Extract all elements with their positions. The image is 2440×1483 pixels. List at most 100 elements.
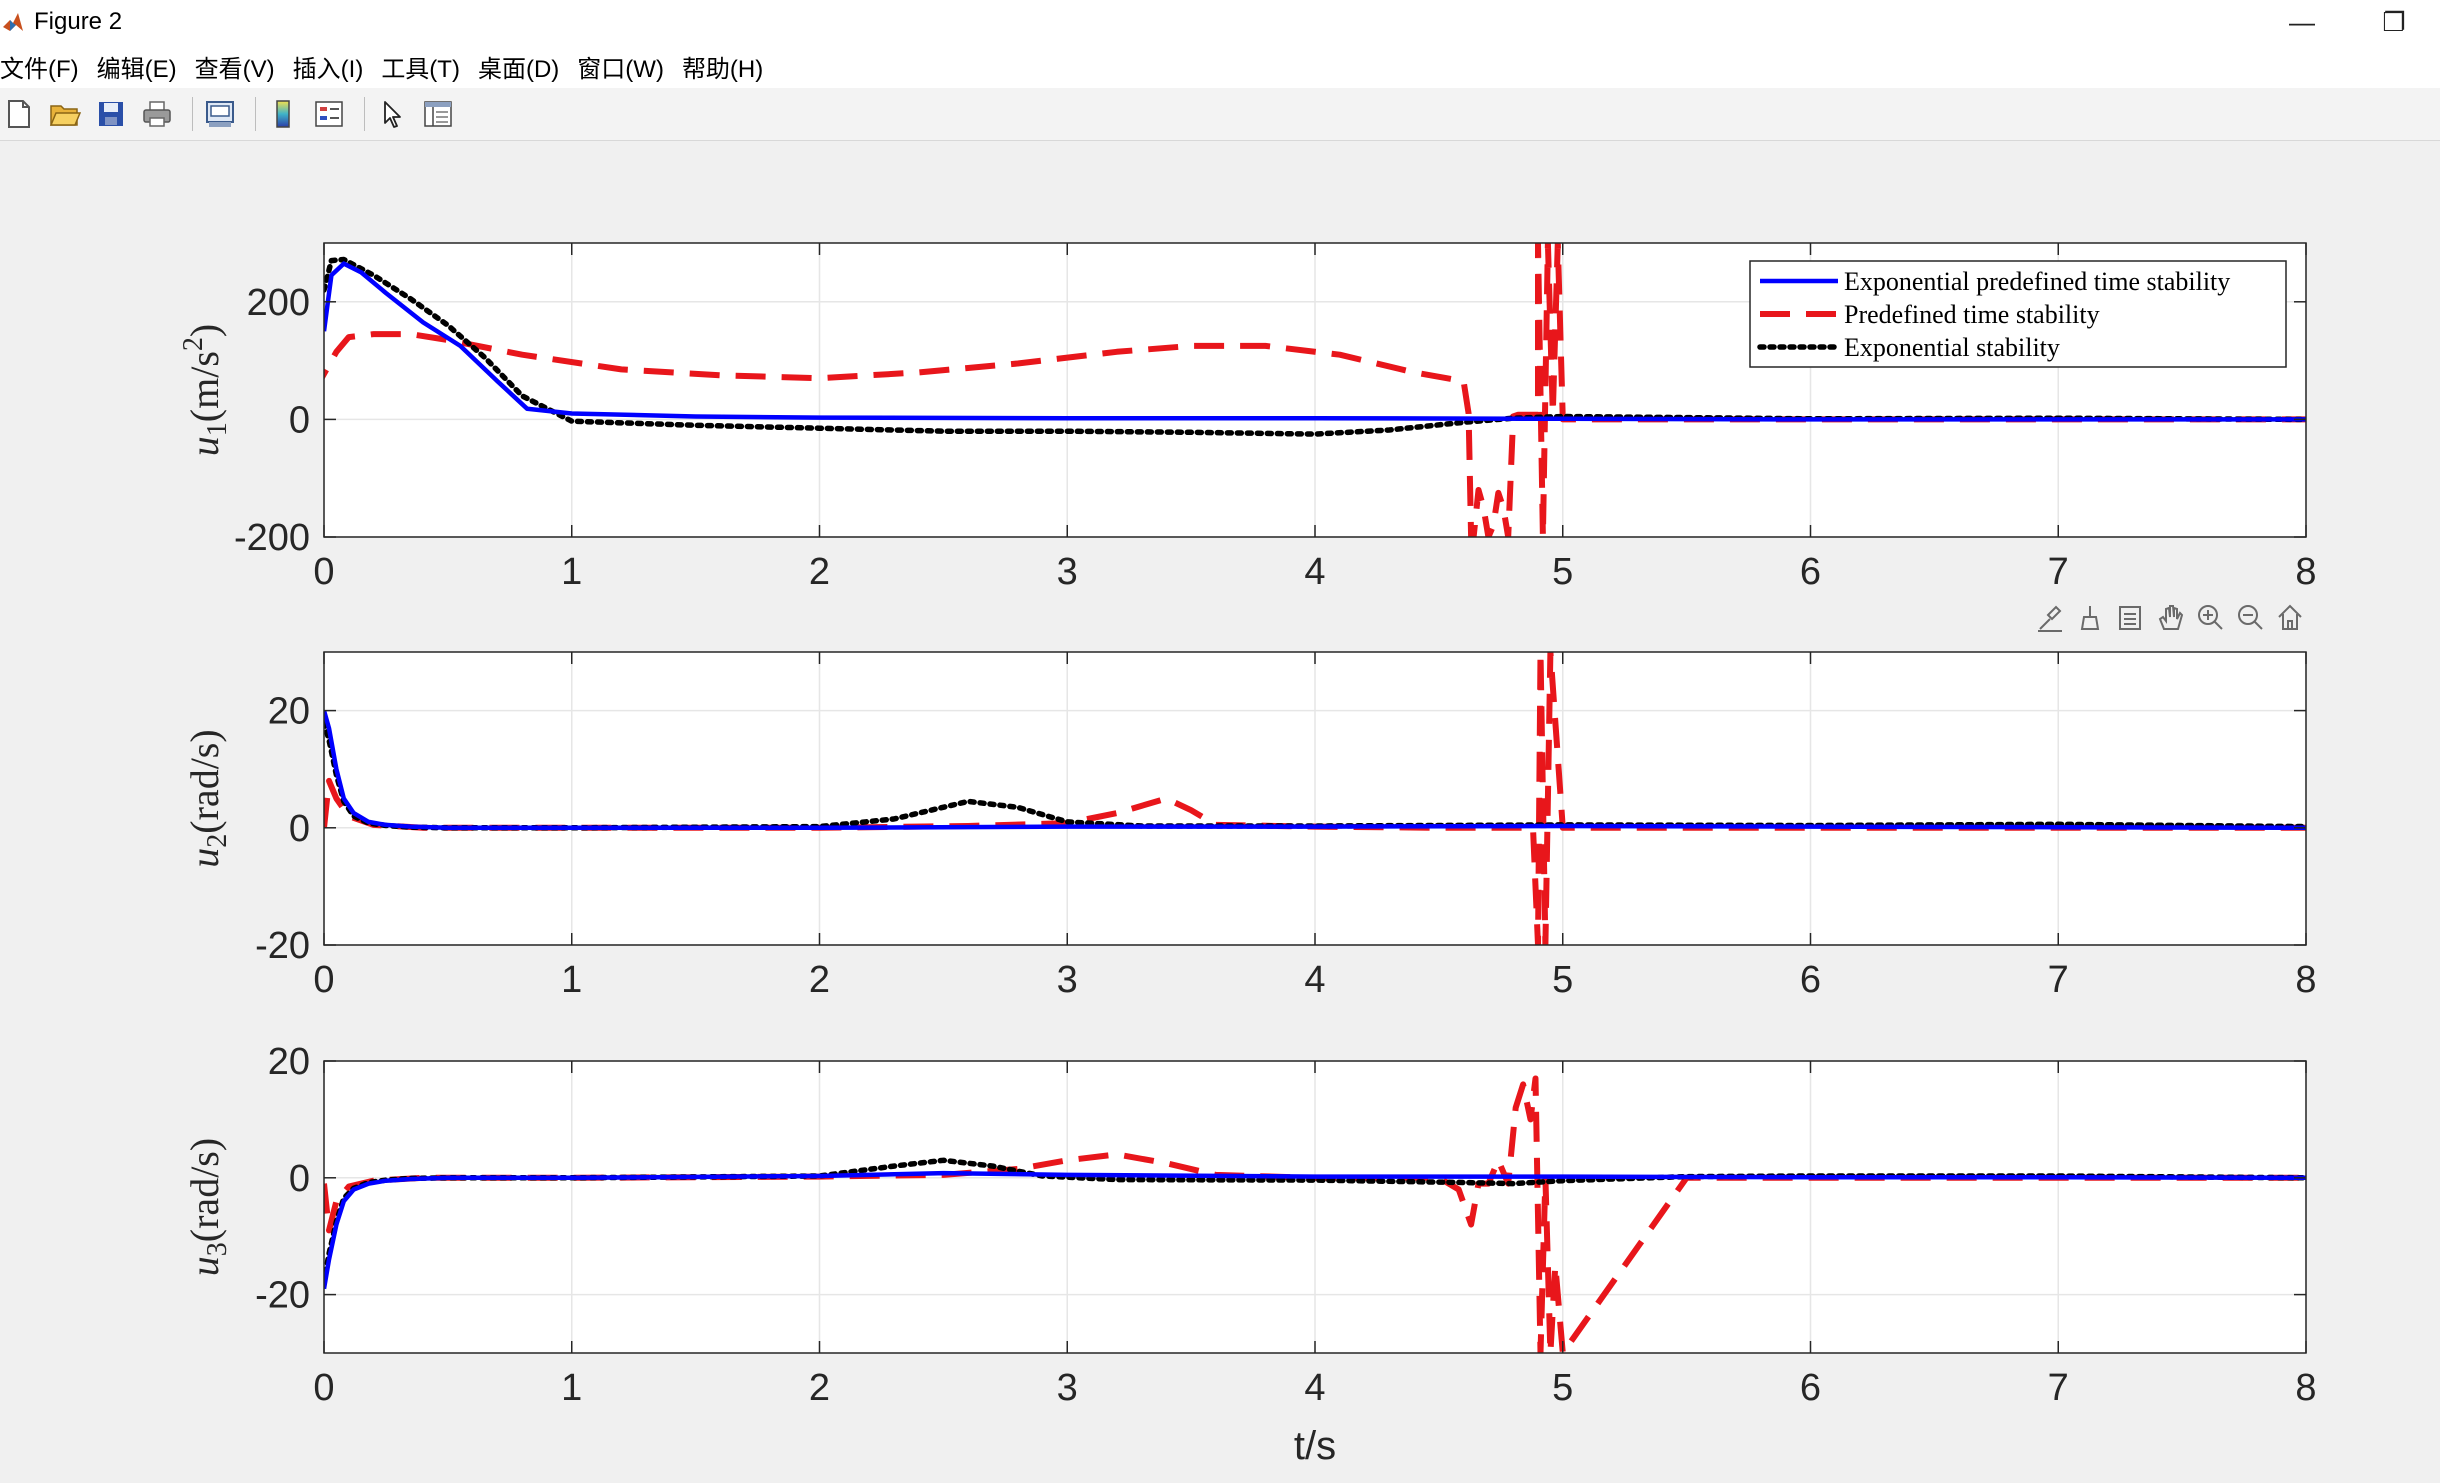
menu-bar: 文件(F) 编辑(E) 查看(V) 插入(I) 工具(T) 桌面(D) 窗口(W… [0,44,2440,88]
series-group [324,243,2306,537]
open-file-button[interactable] [46,95,84,133]
matlab-logo-icon [3,13,23,31]
title-bar: Figure 2 — ❐ [0,0,2440,44]
menu-insert[interactable]: 插入(I) [292,55,364,83]
x-tick-label: 4 [1304,959,1325,1001]
y-tick-label: 0 [289,808,310,850]
x-tick-label: 0 [313,959,334,1001]
x-tick-label: 2 [809,1367,830,1409]
series-line-dashed [324,1075,2306,1353]
x-axis-label: t/s [1294,1424,1336,1468]
x-tick-label: 4 [1304,1367,1325,1409]
x-tick-label: 8 [2295,1367,2316,1409]
series-line-solid [324,709,2306,831]
x-tick-label: 6 [1800,959,1821,1001]
x-tick-label: 5 [1552,1367,1573,1409]
x-tick-label: 7 [2048,1367,2069,1409]
y-tick-label: 0 [289,1158,310,1200]
menu-view[interactable]: 查看(V) [194,55,275,83]
x-tick-label: 8 [2295,551,2316,593]
zoom-out-icon[interactable] [2238,605,2263,630]
save-icon [99,102,123,126]
figure-area: 0 1 2 3 4 5 6 7 8 200 0 -200 u1(m/s2) Exponential pre… [0,141,2440,1478]
x-tick-label: 5 [1552,551,1573,593]
home-icon[interactable] [2278,604,2302,630]
series-group [324,1075,2306,1353]
axes-toolbar [2038,604,2302,632]
new-figure-button[interactable] [0,95,38,133]
open-file-icon [49,105,81,126]
zoom-in-icon[interactable] [2198,605,2223,630]
x-tick-label: 0 [313,551,334,593]
legend-box [1749,260,2287,368]
y-tick-label: 20 [268,1041,310,1083]
series-line-solid [324,261,2306,422]
x-tick-label: 7 [2048,959,2069,1001]
y-tick-label: 20 [268,691,310,733]
y-axis-label: u3(rad/s) [182,1138,233,1276]
select-pointer-icon [384,101,401,128]
print-button[interactable] [138,95,176,133]
save-button[interactable] [92,95,130,133]
legend-label: Exponential stability [1844,333,2060,362]
menu-window[interactable]: 窗口(W) [577,55,664,83]
x-tick-label: 3 [1057,959,1078,1001]
legend-label: Exponential predefined time stability [1844,267,2230,296]
menu-tools[interactable]: 工具(T) [381,55,460,83]
toolbar-separator [255,97,256,131]
x-tick-label: 2 [809,959,830,1001]
x-tick-label: 1 [561,959,582,1001]
y-tick-label: 200 [247,282,310,324]
legend-label: Predefined time stability [1844,300,2100,329]
new-figure-icon [8,100,30,128]
select-pointer-button[interactable] [373,95,411,133]
y-tick-label: 0 [289,399,310,441]
menu-edit[interactable]: 编辑(E) [96,55,177,83]
toolbar-separator [364,97,365,131]
y-tick-label: -20 [255,1275,310,1317]
x-tick-label: 6 [1800,1367,1821,1409]
x-tick-label: 1 [561,551,582,593]
property-inspector-button[interactable] [419,95,457,133]
print-preview-icon [206,101,234,127]
pan-icon[interactable] [2158,605,2184,630]
x-tick-label: 0 [313,1367,334,1409]
y-tick-label: -200 [234,517,310,559]
x-tick-label: 3 [1057,1367,1078,1409]
legend-button[interactable] [310,95,348,133]
x-tick-label: 2 [809,551,830,593]
x-tick-label: 1 [561,1367,582,1409]
colorbar-icon [276,100,290,128]
x-tick-label: 8 [2295,959,2316,1001]
minimize-button[interactable]: — [2256,0,2348,44]
data-tips-icon[interactable] [2080,606,2100,630]
toolbar-separator [192,97,193,131]
menu-desktop[interactable]: 桌面(D) [477,55,560,83]
y-axis-label: u2(rad/s) [182,729,233,867]
legend[interactable]: Exponential predefined time stability Pre… [1749,260,2287,368]
legend-icon [315,101,343,127]
menu-help[interactable]: 帮助(H) [681,55,764,83]
x-tick-label: 3 [1057,551,1078,593]
x-tick-label: 4 [1304,551,1325,593]
subplot-3[interactable]: 0 1 2 3 4 5 6 7 8 20 0 -20 u3(rad/s) t/s [182,1041,2317,1468]
x-tick-label: 6 [1800,551,1821,593]
window-title: Figure 2 [34,8,123,35]
restore-button[interactable]: ❐ [2348,0,2440,44]
brush-icon[interactable] [2038,605,2062,632]
print-preview-button[interactable] [201,95,239,133]
print-icon [143,101,171,127]
figure-toolbar [0,88,2440,141]
series-line-dashed [324,243,2306,537]
x-tick-label: 7 [2048,551,2069,593]
y-tick-label: -20 [255,925,310,967]
minimize-icon: — [2289,6,2315,37]
property-inspector-icon [424,101,452,127]
menu-file[interactable]: 文件(F) [0,55,79,83]
series-group [324,652,2306,945]
colorbar-button[interactable] [264,95,302,133]
export-icon[interactable] [2119,606,2141,630]
